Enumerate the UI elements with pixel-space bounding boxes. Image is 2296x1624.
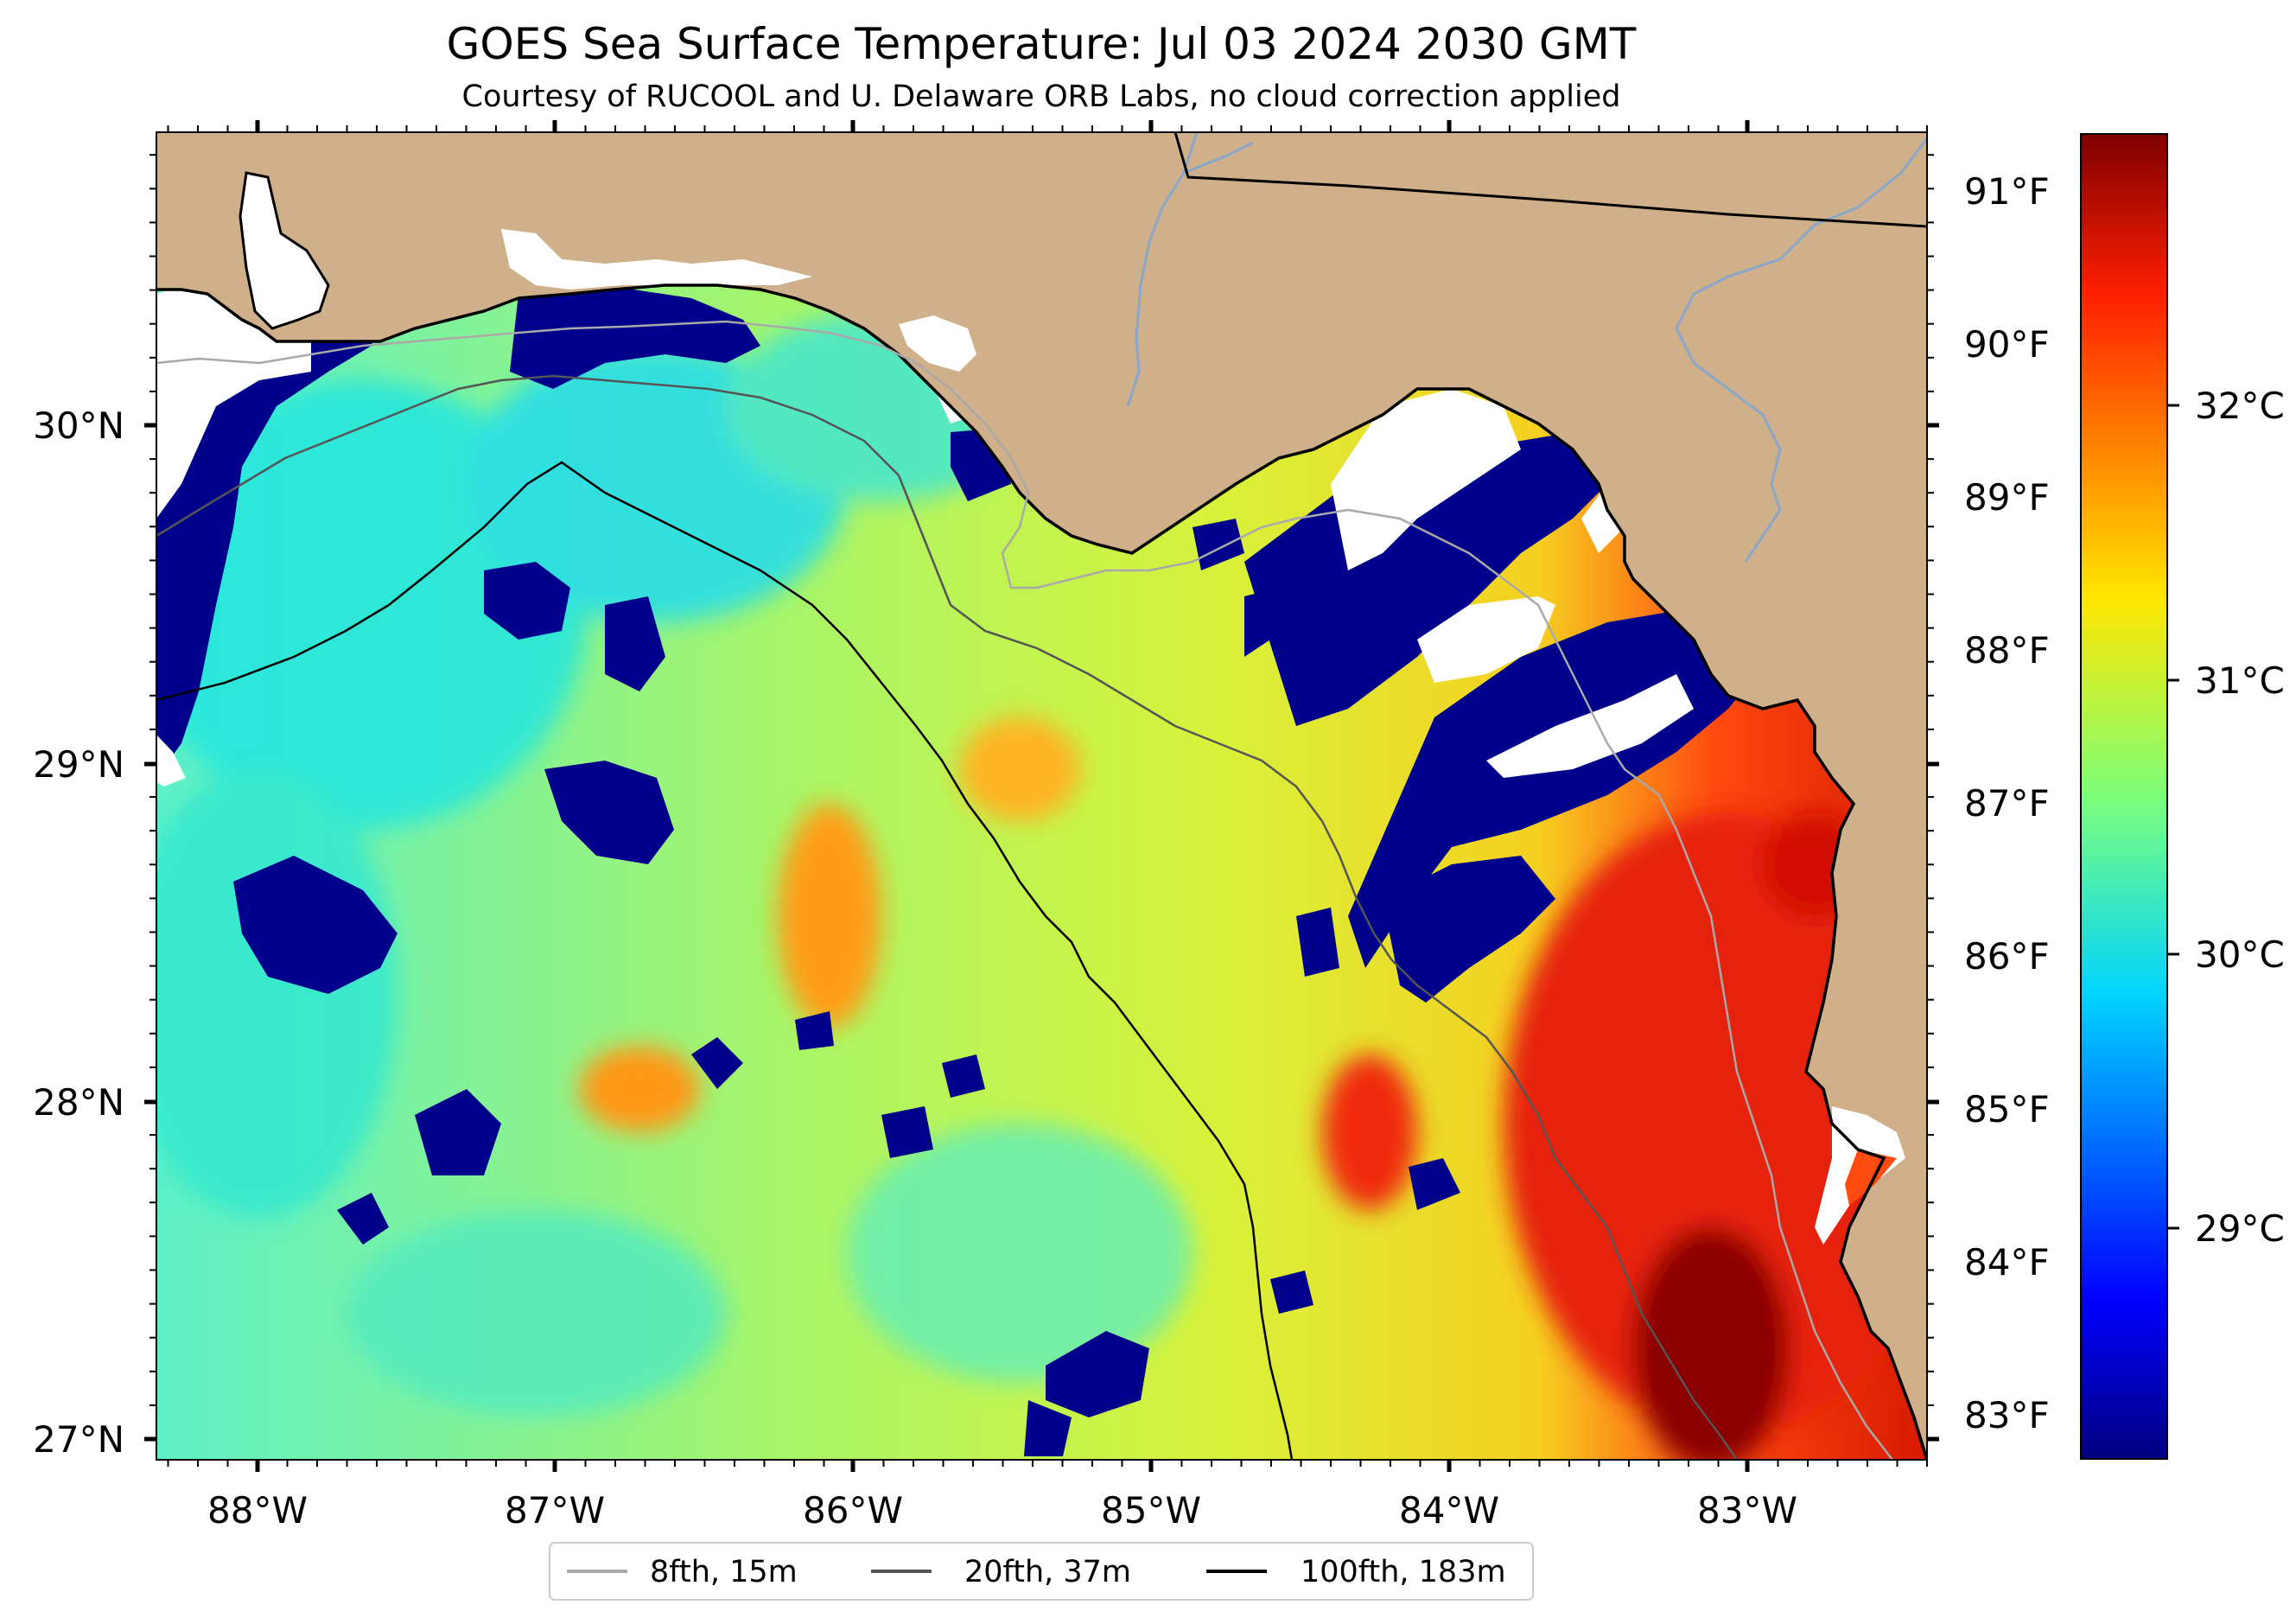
- legend-label-100fth: 100fth, 183m: [1301, 1555, 1506, 1589]
- colorbar-label-32c: 32°C: [2195, 385, 2285, 427]
- lon-label-84w: 84°W: [1399, 1489, 1499, 1532]
- lat-label-28n: 28°N: [33, 1081, 124, 1124]
- f-label-86: 86°F: [1964, 935, 2050, 978]
- map-panel: [156, 132, 1927, 1460]
- colorbar-label-29c: 29°C: [2195, 1207, 2285, 1250]
- lon-label-87w: 87°W: [505, 1489, 605, 1532]
- f-label-88: 88°F: [1964, 629, 2050, 672]
- colorbar-gradient: [2080, 133, 2168, 1460]
- lat-label-30n: 30°N: [33, 404, 124, 447]
- f-label-87: 87°F: [1964, 782, 2050, 825]
- chart-subtitle: Courtesy of RUCOOL and U. Delaware ORB L…: [462, 80, 1621, 114]
- lon-label-86w: 86°W: [803, 1489, 903, 1532]
- lat-label-29n: 29°N: [33, 743, 124, 786]
- apalachicola-bay: [899, 315, 976, 372]
- f-label-85: 85°F: [1964, 1088, 2050, 1130]
- isobath-8fth: [156, 320, 1893, 1460]
- legend-label-8fth: 8fth, 15m: [650, 1555, 798, 1589]
- land-mass: [156, 132, 1927, 1460]
- lat-label-27n: 27°N: [33, 1418, 124, 1461]
- isobath-100fth: [156, 461, 1294, 1460]
- lon-label-83w: 83°W: [1697, 1489, 1797, 1532]
- state-boundary: [1173, 132, 1927, 228]
- f-label-91: 91°F: [1964, 170, 2050, 213]
- coastline: [156, 283, 1927, 1460]
- lon-label-88w: 88°W: [207, 1489, 308, 1532]
- lon-labels: 88°W 87°W 86°W 85°W 84°W 83°W: [207, 1489, 1797, 1532]
- legend-label-20fth: 20fth, 37m: [964, 1555, 1131, 1589]
- colorbar-label-31c: 31°C: [2195, 659, 2285, 702]
- mobile-bay-outline: [239, 171, 330, 330]
- f-label-84: 84°F: [1964, 1241, 2050, 1283]
- axis-ticks: [144, 120, 1939, 1472]
- colorbar-label-30c: 30°C: [2195, 933, 2285, 976]
- mobile-bay: [240, 173, 328, 328]
- lat-labels: 30°N 29°N 28°N 27°N: [33, 404, 124, 1461]
- colorbar: 32°C 31°C 30°C 29°C: [2080, 133, 2285, 1460]
- f-label-83: 83°F: [1964, 1394, 2050, 1436]
- f-label-89: 89°F: [1964, 476, 2050, 519]
- lon-label-85w: 85°W: [1101, 1489, 1201, 1532]
- isobath-20fth: [156, 374, 1739, 1460]
- fahrenheit-labels: 91°F 90°F 89°F 88°F 87°F 86°F 85°F 84°F …: [1964, 170, 2050, 1436]
- f-label-90: 90°F: [1964, 323, 2050, 366]
- rivers: [1126, 132, 1927, 563]
- legend-box: [549, 1542, 1534, 1601]
- panhandle-bays: [501, 229, 812, 290]
- chart-title: GOES Sea Surface Temperature: Jul 03 202…: [447, 19, 1637, 69]
- map-frame: [156, 131, 1928, 1461]
- tampa-bay-inner: [1845, 1150, 1897, 1206]
- legend: 8fth, 15m 20fth, 37m 100fth, 183m: [549, 1542, 1534, 1601]
